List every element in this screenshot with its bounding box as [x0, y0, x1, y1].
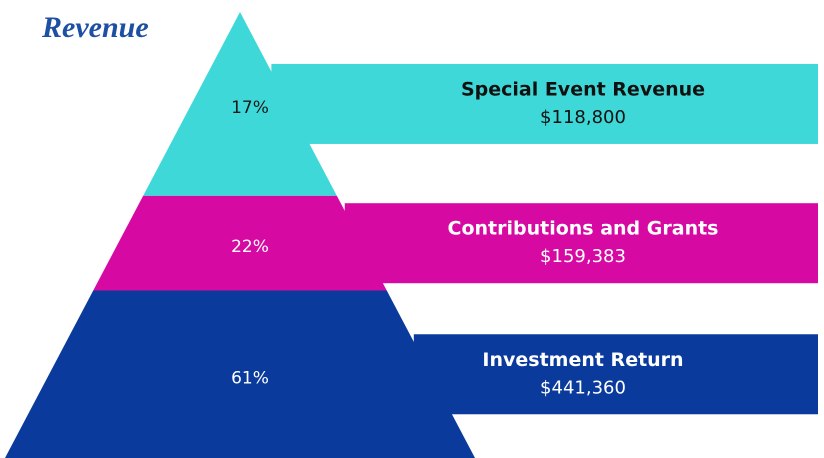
label-band — [344, 203, 818, 284]
label-band — [413, 334, 818, 415]
amount-label: $118,800 — [540, 107, 626, 128]
label-band — [271, 63, 819, 144]
category-label: Contributions and Grants — [448, 218, 719, 240]
pyramid-segment — [93, 195, 387, 291]
chart-title: Revenue — [41, 11, 149, 44]
category-label: Special Event Revenue — [461, 78, 705, 100]
pyramid-segment — [143, 12, 337, 196]
category-label: Investment Return — [482, 349, 683, 371]
percent-label: 22% — [231, 237, 269, 257]
amount-label: $159,383 — [540, 246, 626, 267]
pyramid-segment — [5, 290, 475, 458]
percent-label: 61% — [231, 368, 269, 388]
percent-label: 17% — [231, 98, 269, 118]
amount-label: $441,360 — [540, 377, 626, 398]
